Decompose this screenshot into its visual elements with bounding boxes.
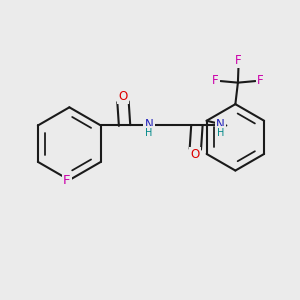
Text: F: F bbox=[63, 173, 70, 187]
Text: N: N bbox=[145, 118, 153, 131]
Text: H: H bbox=[145, 128, 153, 138]
Text: F: F bbox=[257, 74, 264, 87]
Text: F: F bbox=[235, 54, 242, 67]
Text: N: N bbox=[216, 118, 225, 131]
Text: H: H bbox=[217, 128, 224, 138]
Text: O: O bbox=[191, 148, 200, 161]
Text: O: O bbox=[118, 90, 127, 103]
Text: F: F bbox=[212, 74, 219, 87]
